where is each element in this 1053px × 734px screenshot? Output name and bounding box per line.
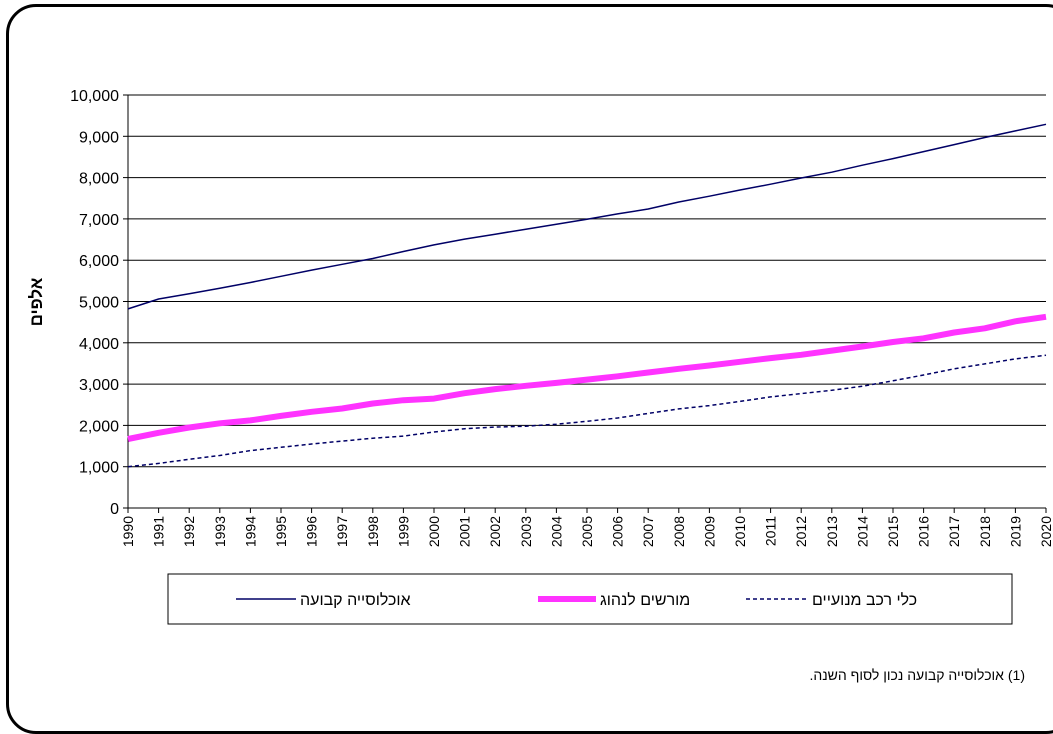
- y-axis-label: אלפים: [27, 277, 46, 326]
- y-tick-label: 7,000: [79, 212, 119, 229]
- y-tick-label: 3,000: [79, 377, 119, 394]
- legend-label-0: אוכלוסייה קבועה: [300, 591, 411, 609]
- legend-label-2: כלי רכב מנועיים: [812, 591, 917, 609]
- axes: [123, 94, 1047, 513]
- x-tick-label: 2008: [671, 516, 687, 547]
- y-tick-label: 2,000: [79, 418, 119, 435]
- x-tick-label: 2019: [1007, 516, 1023, 547]
- legend: אוכלוסייה קבועה מורשים לנהוג כלי רכב מנועי…: [167, 573, 1013, 625]
- x-tick-label: 2015: [885, 516, 901, 547]
- series-lines: [127, 123, 1047, 468]
- x-tick-label: 2007: [640, 516, 656, 547]
- x-tick-label: 1991: [151, 516, 167, 547]
- line-chart: 0 1,000 2,000 3,000 4,000 5,000 6,000 7,000 8,00…: [27, 88, 1053, 625]
- x-tick-label: 1995: [273, 516, 289, 547]
- x-tick-label: 2003: [518, 516, 534, 547]
- y-tick-label: 5,000: [79, 295, 119, 312]
- y-tick-label: 4,000: [79, 336, 119, 353]
- y-tick-labels: 0 1,000 2,000 3,000 4,000 5,000 6,000 7,000 8,00…: [70, 88, 119, 518]
- series-line-2: [127, 354, 1047, 468]
- x-tick-label: 1998: [365, 516, 381, 547]
- y-tick-label: 1,000: [79, 460, 119, 477]
- y-tick-label: 10,000: [70, 88, 119, 105]
- x-tick-label: 2006: [610, 516, 626, 547]
- x-tick-label: 2013: [824, 516, 840, 547]
- x-tick-label: 2009: [701, 516, 717, 547]
- series-line-1: [127, 313, 1047, 442]
- x-tick-label: 2001: [457, 516, 473, 547]
- x-tick-label: 1994: [242, 516, 258, 547]
- x-tick-label: 1999: [395, 516, 411, 547]
- x-tick-label: 2012: [793, 516, 809, 547]
- y-tick-label: 0: [110, 501, 119, 518]
- x-tick-label: 1990: [120, 516, 136, 547]
- x-tick-label: 2018: [977, 516, 993, 547]
- footnote: (1) אוכלוסייה קבועה נכון לסוף השנה.: [809, 667, 1025, 683]
- y-tick-label: 6,000: [79, 253, 119, 270]
- x-tick-label: 2020: [1038, 516, 1053, 547]
- x-tick-label: 2014: [854, 516, 870, 547]
- legend-label-1: מורשים לנהוג: [600, 591, 690, 609]
- x-tick-label: 2004: [548, 516, 564, 547]
- x-tick-label: 2000: [426, 516, 442, 547]
- y-tick-label: 9,000: [79, 129, 119, 146]
- x-tick-labels: 1990 1991 1992 1993 1994 1995 1996 1997 1998 1999…: [120, 516, 1053, 547]
- y-tick-label: 8,000: [79, 171, 119, 188]
- series-line-0: [127, 123, 1047, 310]
- x-tick-label: 1992: [181, 516, 197, 547]
- x-tick-label: 1996: [304, 516, 320, 547]
- gridlines: [128, 94, 1046, 468]
- x-tick-label: 2017: [946, 516, 962, 547]
- x-tick-label: 1997: [334, 516, 350, 547]
- x-tick-label: 1993: [212, 516, 228, 547]
- x-tick-label: 2005: [579, 516, 595, 547]
- x-tick-label: 2002: [487, 516, 503, 547]
- x-tick-label: 2010: [732, 516, 748, 547]
- x-tick-label: 2016: [916, 516, 932, 547]
- x-tick-label: 2011: [763, 516, 779, 546]
